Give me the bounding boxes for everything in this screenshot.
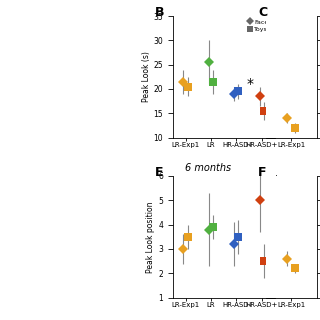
Y-axis label: Peak Look position: Peak Look position — [147, 201, 156, 273]
Text: C: C — [258, 6, 267, 19]
Text: 6 months: 6 months — [185, 163, 231, 173]
Text: F: F — [258, 166, 267, 179]
Text: *: * — [272, 174, 279, 188]
Y-axis label: Peak Look (s): Peak Look (s) — [141, 52, 150, 102]
Text: B: B — [155, 6, 164, 19]
Text: E: E — [155, 166, 163, 179]
Legend: Faces, Toys: Faces, Toys — [247, 19, 271, 32]
Text: *: * — [247, 77, 254, 91]
